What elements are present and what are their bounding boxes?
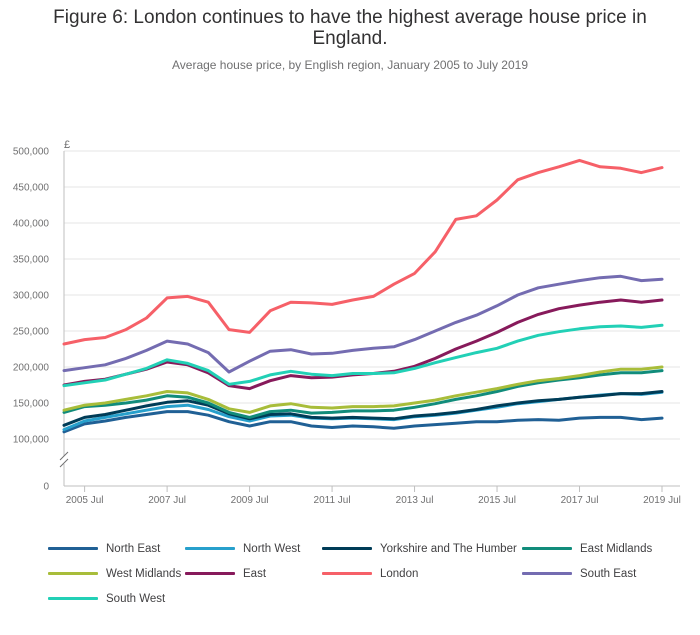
series-line-yorkshire-and-the-humber[interactable] (62, 390, 664, 427)
y-axis-ticks: 0 100,000 150,000 200,000 250,000 300,000 350,… (13, 147, 50, 493)
y-tick-label: 150,000 (13, 399, 50, 410)
series-line-west-midlands[interactable] (62, 365, 664, 414)
y-tick-label: 100,000 (13, 435, 50, 446)
y-tick-label: 400,000 (13, 219, 50, 230)
x-tick-label: 2015 Jul (478, 495, 516, 506)
legend-item-yorkshire-and-the-humber[interactable]: Yorkshire and The Humber (322, 540, 522, 557)
legend: North East North West Yorkshire and The Hu… (48, 540, 688, 607)
y-tick-label: 0 (43, 482, 49, 493)
legend-swatch (185, 547, 235, 550)
legend-item-east[interactable]: East (185, 565, 322, 582)
y-unit-label: £ (64, 139, 70, 151)
legend-swatch (185, 572, 235, 575)
chart-subtitle: Average house price, by English region, … (171, 58, 528, 72)
axis-break-gap (58, 456, 70, 464)
gridlines (64, 150, 680, 487)
chart-title: Figure 6: London continues to have the h… (53, 7, 647, 49)
legend-swatch (322, 547, 372, 550)
legend-swatch (522, 547, 572, 550)
y-tick-label: 450,000 (13, 183, 50, 194)
x-tick-label: 2005 Jul (66, 495, 104, 506)
legend-swatch (48, 547, 98, 550)
legend-item-north-west[interactable]: North West (185, 540, 322, 557)
y-tick-label: 250,000 (13, 327, 50, 338)
y-tick-label: 200,000 (13, 363, 50, 374)
legend-item-south-east[interactable]: South East (522, 565, 659, 582)
x-tick-label: 2019 Jul (643, 495, 681, 506)
x-tick-label: 2013 Jul (396, 495, 434, 506)
series-line-north-east[interactable] (62, 410, 664, 434)
legend-label: East Midlands (580, 542, 653, 555)
legend-item-south-west[interactable]: South West (48, 590, 185, 607)
legend-label: North East (106, 542, 161, 555)
legend-label: South East (580, 567, 637, 580)
x-tick-label: 2009 Jul (231, 495, 269, 506)
y-tick-label: 500,000 (13, 147, 50, 158)
legend-swatch (522, 572, 572, 575)
x-axis: 2005 Jul 2007 Jul 2009 Jul 2011 Jul 2013 Jul… (58, 151, 681, 506)
legend-item-north-east[interactable]: North East (48, 540, 185, 557)
legend-label: Yorkshire and The Humber (380, 542, 517, 555)
x-tick-label: 2011 Jul (314, 495, 351, 506)
axis-break-mark (59, 458, 69, 468)
legend-label: West Midlands (106, 567, 182, 580)
legend-item-london[interactable]: London (322, 565, 522, 582)
legend-label: South West (106, 592, 166, 605)
legend-label: East (243, 567, 267, 580)
series-line-south-east[interactable] (62, 274, 664, 374)
x-tick-label: 2017 Jul (561, 495, 599, 506)
series-lines (62, 158, 664, 434)
y-tick-label: 300,000 (13, 291, 50, 302)
legend-item-west-midlands[interactable]: West Midlands (48, 565, 185, 582)
series-line-east-midlands[interactable] (62, 369, 664, 419)
legend-item-east-midlands[interactable]: East Midlands (522, 540, 659, 557)
axis-break-mark (59, 451, 69, 461)
y-tick-label: 350,000 (13, 255, 50, 266)
line-chart: 0 100,000 150,000 200,000 250,000 300,000 350,… (13, 139, 681, 506)
series-line-south-west[interactable] (62, 323, 664, 388)
series-line-london[interactable] (62, 158, 664, 346)
legend-swatch (48, 597, 98, 600)
legend-swatch (322, 572, 372, 575)
legend-label: London (380, 567, 419, 580)
x-tick-label: 2007 Jul (148, 495, 186, 506)
legend-label: North West (243, 542, 301, 555)
legend-swatch (48, 572, 98, 575)
